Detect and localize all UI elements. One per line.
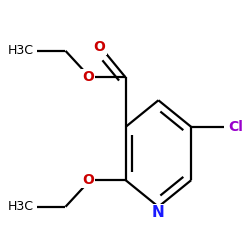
Text: O: O: [94, 40, 106, 54]
Text: N: N: [152, 205, 165, 220]
Text: Cl: Cl: [228, 120, 243, 134]
Text: O: O: [82, 70, 94, 85]
Text: O: O: [82, 173, 94, 187]
Text: H3C: H3C: [8, 200, 34, 213]
Text: H3C: H3C: [8, 44, 34, 57]
